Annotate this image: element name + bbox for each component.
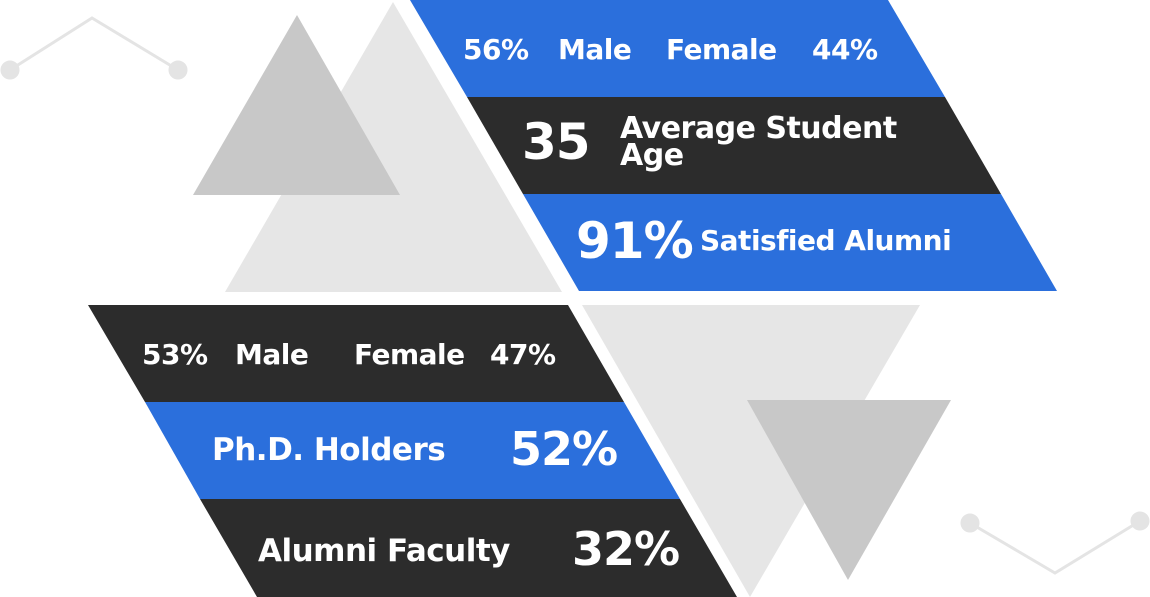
top-male-value: 56% [463,33,529,66]
triangle-mid-top [193,15,400,195]
band-top-satisfied [523,194,1057,291]
bottom-female-label: Female [354,338,465,371]
bottom-faculty-value: 32% [572,522,680,576]
band-bottom-faculty [200,499,737,597]
bottom-male-label: Male [235,338,309,371]
bottom-faculty-label: Alumni Faculty [258,533,510,569]
band-top-gender [410,0,945,97]
decorative-line-bottom-right [960,511,1150,575]
triangle-mid-bottom [747,400,951,580]
band-bottom-phd [145,402,680,499]
top-age-label-line2: Age [620,138,684,173]
triangle-light-top [225,2,562,292]
band-top-age [467,97,1001,194]
bottom-female-value: 47% [490,338,556,371]
top-satisfied-value: 91% [576,212,694,270]
top-female-label: Female [666,33,777,66]
top-age-value: 35 [522,113,591,171]
band-bottom-gender [88,305,624,402]
top-male-label: Male [558,33,632,66]
triangle-light-bottom [582,305,920,597]
top-age-label-line1: Average Student [620,111,897,146]
bottom-male-value: 53% [142,338,208,371]
top-female-value: 44% [812,33,878,66]
top-satisfied-label: Satisfied Alumni [700,224,952,257]
bottom-phd-label: Ph.D. Holders [212,432,446,468]
decorative-line-top-left [0,16,188,80]
bottom-phd-value: 52% [510,422,618,476]
